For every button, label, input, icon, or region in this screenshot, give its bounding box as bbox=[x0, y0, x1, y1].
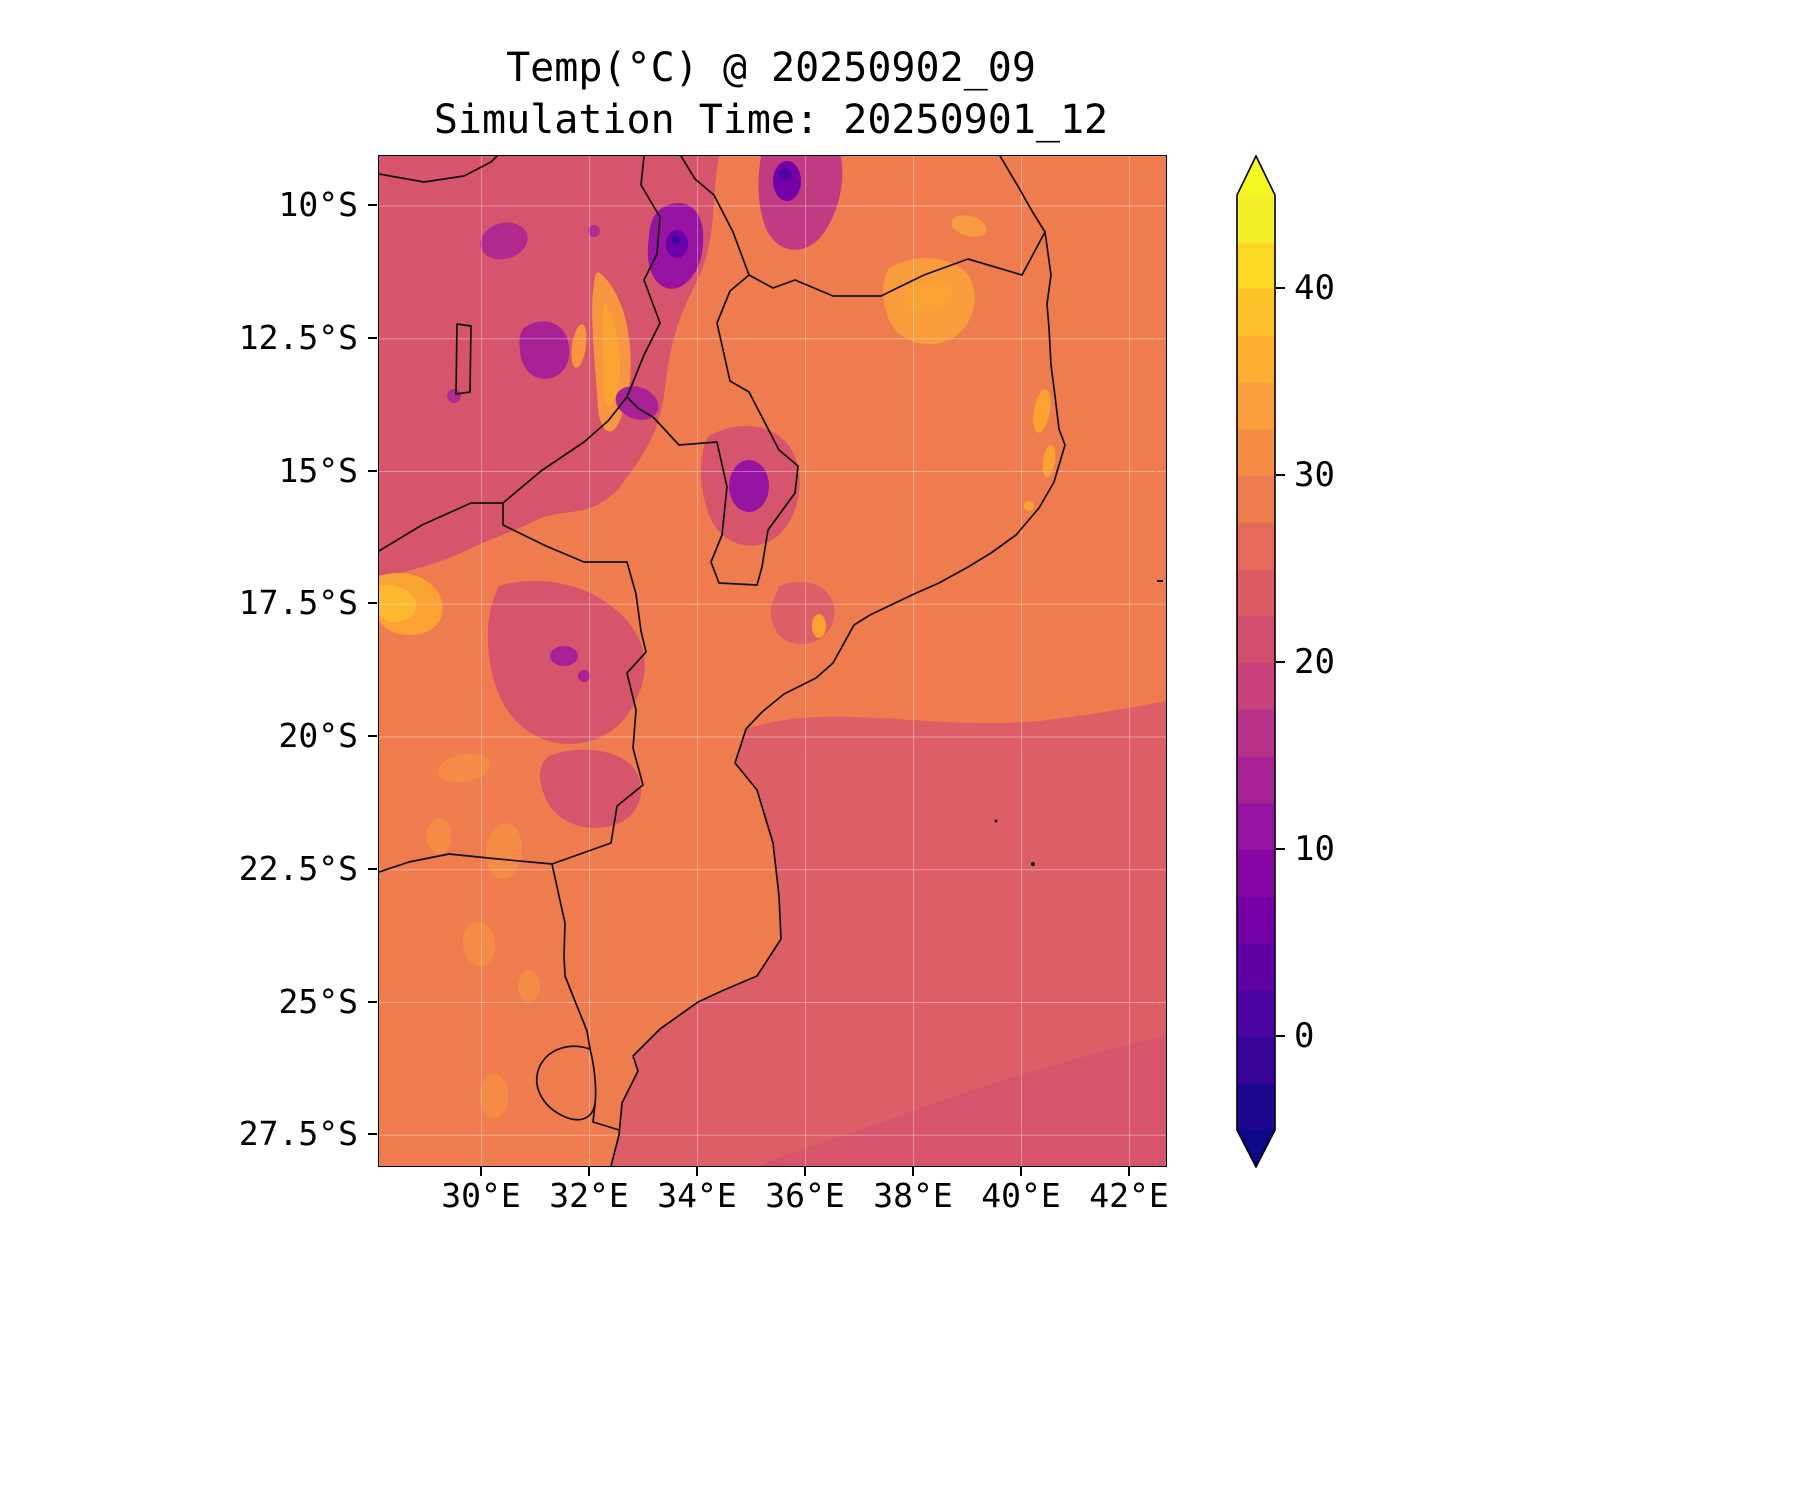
x-tick-label: 34°E bbox=[657, 1176, 737, 1215]
y-tick-label: 17.5°S bbox=[238, 583, 358, 622]
colorbar-band bbox=[1237, 241, 1275, 290]
colorbar-band bbox=[1237, 802, 1275, 851]
y-tick-label: 12.5°S bbox=[238, 318, 358, 357]
y-tick-mark bbox=[368, 337, 377, 339]
colorbar-band bbox=[1237, 428, 1275, 477]
y-tick-mark bbox=[368, 735, 377, 737]
colorbar-band bbox=[1237, 989, 1275, 1038]
limpopo-border bbox=[379, 853, 553, 873]
y-tick-mark bbox=[368, 204, 377, 206]
map-plot-area bbox=[378, 155, 1167, 1167]
coastline-border bbox=[610, 156, 1066, 1166]
cold-patches bbox=[447, 156, 843, 682]
tanzania-zambia-border bbox=[379, 156, 498, 183]
colorbar-tick-mark bbox=[1276, 661, 1285, 663]
colorbar-tick-label: 10 bbox=[1294, 829, 1335, 869]
country-borders bbox=[379, 156, 1163, 1166]
x-tick-label: 40°E bbox=[981, 1176, 1061, 1215]
colorbar-band bbox=[1237, 1036, 1275, 1084]
ocean-cool-region bbox=[611, 701, 1166, 1166]
colorbar-band bbox=[1237, 522, 1275, 570]
colorbar bbox=[1234, 154, 1354, 1169]
y-tick-label: 20°S bbox=[278, 716, 358, 755]
colorbar-tick-label: 20 bbox=[1294, 642, 1335, 682]
x-tick-mark bbox=[1020, 1167, 1022, 1176]
y-tick-label: 10°S bbox=[278, 185, 358, 224]
y-tick-mark bbox=[368, 470, 377, 472]
colorbar-tick-mark bbox=[1276, 287, 1285, 289]
colorbar-tick-mark bbox=[1276, 474, 1285, 476]
y-tick-mark bbox=[368, 602, 377, 604]
ocean-deeper-cool bbox=[759, 1036, 1166, 1166]
temperature-map-svg bbox=[379, 156, 1166, 1166]
chart-title: Temp(°C) @ 20250902_09 bbox=[506, 45, 1036, 91]
colorbar-band bbox=[1237, 849, 1275, 897]
colorbar-under-arrow bbox=[1237, 1130, 1275, 1167]
malawi-border bbox=[626, 156, 799, 586]
colorbar-bands bbox=[1237, 195, 1275, 1131]
colorbar-band bbox=[1237, 943, 1275, 991]
x-tick-label: 32°E bbox=[549, 1176, 629, 1215]
colorbar-band bbox=[1237, 1083, 1275, 1131]
zambia-border bbox=[379, 396, 628, 552]
y-tick-label: 15°S bbox=[278, 451, 358, 490]
colorbar-over-arrow bbox=[1237, 156, 1275, 195]
colorbar-band bbox=[1237, 195, 1275, 243]
y-tick-mark bbox=[368, 1133, 377, 1135]
colorbar-band bbox=[1237, 662, 1275, 710]
island-dot bbox=[1031, 862, 1035, 866]
colorbar-svg bbox=[1236, 154, 1276, 1169]
y-tick-label: 27.5°S bbox=[238, 1114, 358, 1153]
south-africa-border bbox=[551, 863, 591, 1050]
colorbar-tick-label: 40 bbox=[1294, 268, 1335, 308]
colorbar-band bbox=[1237, 382, 1275, 430]
colorbar-tick-label: 0 bbox=[1294, 1016, 1315, 1056]
island-dash bbox=[1157, 580, 1163, 582]
y-tick-mark bbox=[368, 868, 377, 870]
colorbar-outline bbox=[1236, 154, 1276, 1169]
island-dot bbox=[994, 819, 998, 823]
colorbar-band bbox=[1237, 569, 1275, 617]
y-tick-mark bbox=[368, 1001, 377, 1003]
colorbar-band bbox=[1237, 756, 1275, 804]
colorbar-band bbox=[1237, 335, 1275, 383]
x-tick-mark bbox=[1128, 1167, 1130, 1176]
x-tick-mark bbox=[588, 1167, 590, 1176]
congo-pedicle-border bbox=[455, 323, 472, 395]
y-tick-label: 22.5°S bbox=[238, 849, 358, 888]
colorbar-tick-mark bbox=[1276, 1035, 1285, 1037]
tanzania-border bbox=[748, 231, 1046, 297]
x-tick-mark bbox=[804, 1167, 806, 1176]
colorbar-band bbox=[1237, 709, 1275, 757]
x-tick-mark bbox=[912, 1167, 914, 1176]
y-tick-label: 25°S bbox=[278, 982, 358, 1021]
colorbar-band bbox=[1237, 288, 1275, 336]
zimbabwe-border bbox=[502, 502, 647, 865]
colorbar-band bbox=[1237, 896, 1275, 944]
x-tick-label: 36°E bbox=[765, 1176, 845, 1215]
x-tick-mark bbox=[696, 1167, 698, 1176]
colorbar-tick-mark bbox=[1276, 848, 1285, 850]
delta-cool-patch bbox=[770, 581, 835, 644]
x-tick-mark bbox=[480, 1167, 482, 1176]
chart-subtitle: Simulation Time: 20250901_12 bbox=[433, 97, 1109, 143]
south-africa-border-south bbox=[592, 1103, 620, 1131]
x-tick-label: 38°E bbox=[873, 1176, 953, 1215]
colorbar-band bbox=[1237, 615, 1275, 664]
colorbar-tick-label: 30 bbox=[1294, 455, 1335, 495]
graticule bbox=[379, 156, 1166, 1166]
x-tick-label: 30°E bbox=[441, 1176, 521, 1215]
x-tick-label: 42°E bbox=[1089, 1176, 1169, 1215]
colorbar-band bbox=[1237, 475, 1275, 523]
eswatini-border bbox=[535, 1045, 597, 1121]
